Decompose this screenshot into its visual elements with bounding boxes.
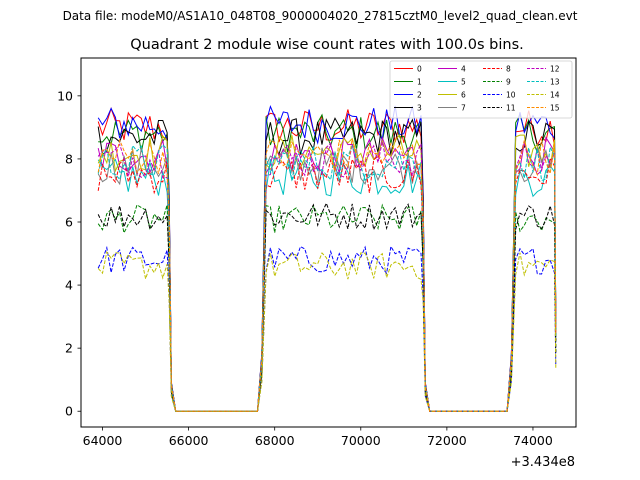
- legend-label-14: 14: [550, 91, 560, 100]
- legend-label-0: 0: [417, 65, 422, 74]
- legend-label-9: 9: [506, 78, 511, 87]
- y-tick-label: 8: [65, 151, 73, 166]
- legend-frame: [389, 60, 573, 119]
- legend-label-4: 4: [461, 65, 466, 74]
- legend-label-8: 8: [506, 65, 511, 74]
- y-axis: 0 2 4 6 8 10: [57, 88, 81, 419]
- legend-label-15: 15: [550, 104, 560, 113]
- legend-label-13: 13: [550, 78, 560, 87]
- suptitle: Data file: modeM0/AS1A10_048T08_90000040…: [63, 9, 578, 23]
- legend-label-3: 3: [417, 104, 422, 113]
- y-tick-label: 10: [57, 88, 73, 103]
- x-tick-label: 68000: [255, 433, 295, 448]
- x-offset-label: +3.434e8: [511, 455, 575, 470]
- axes-background: [81, 58, 576, 427]
- x-axis: 64000 66000 68000 70000 72000 74000: [83, 427, 553, 448]
- x-tick-label: 72000: [427, 433, 467, 448]
- legend-label-7: 7: [461, 104, 466, 113]
- y-tick-label: 6: [65, 215, 73, 230]
- x-tick-label: 70000: [341, 433, 381, 448]
- legend-label-5: 5: [461, 78, 466, 87]
- chart-title: Quadrant 2 module wise count rates with …: [130, 37, 524, 53]
- legend-label-2: 2: [417, 91, 422, 100]
- legend-label-10: 10: [506, 91, 516, 100]
- axes-frame: [80, 57, 577, 428]
- x-tick-label: 64000: [83, 433, 123, 448]
- y-tick-label: 2: [65, 341, 73, 356]
- series-layer: [97, 104, 557, 412]
- y-tick-label: 0: [65, 404, 73, 419]
- x-tick-label: 66000: [169, 433, 209, 448]
- series-line-15: [97, 138, 557, 412]
- y-tick-label: 4: [65, 278, 73, 293]
- legend-label-1: 1: [417, 78, 422, 87]
- legend-label-11: 11: [506, 104, 516, 113]
- x-tick-label: 74000: [513, 433, 553, 448]
- legend-label-6: 6: [461, 91, 466, 100]
- legend-label-12: 12: [550, 65, 560, 74]
